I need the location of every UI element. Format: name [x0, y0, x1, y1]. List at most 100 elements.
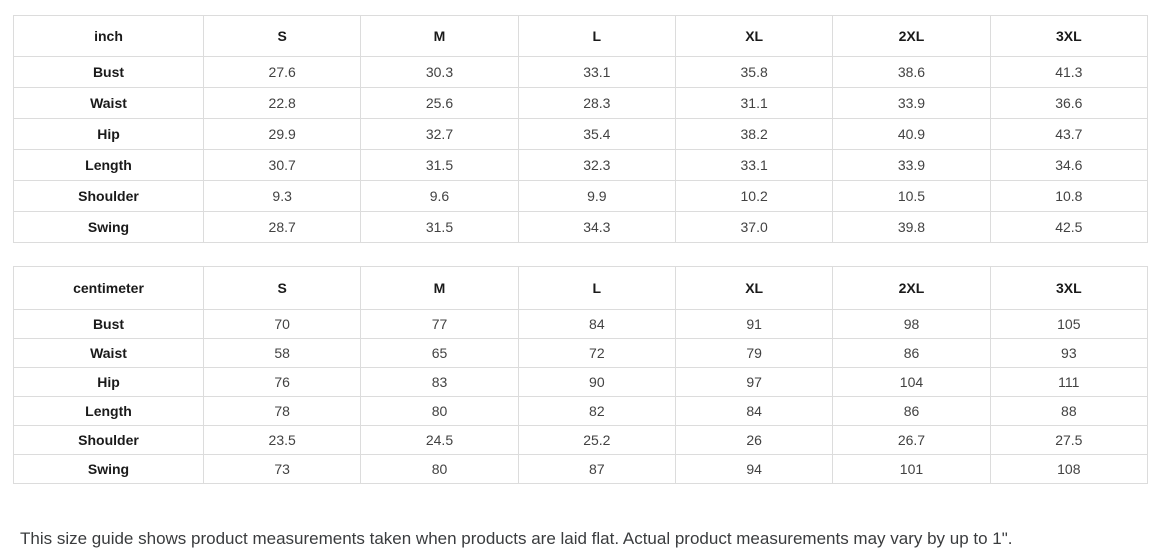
- measurement-label: Length: [13, 149, 204, 181]
- measurement-value: 34.6: [989, 149, 1149, 181]
- measurement-value: 33.1: [517, 56, 676, 88]
- size-header-cell: S: [202, 15, 362, 57]
- measurement-row: Bust 70 77 84 91 98 105: [13, 309, 1149, 339]
- measurement-value: 80: [360, 454, 519, 484]
- size-header-cell: 2XL: [832, 266, 991, 310]
- measurement-label: Swing: [13, 211, 204, 243]
- measurement-label: Bust: [13, 56, 204, 88]
- measurement-value: 34.3: [517, 211, 676, 243]
- measurement-value: 27.6: [202, 56, 362, 88]
- measurement-value: 28.7: [202, 211, 362, 243]
- measurement-value: 43.7: [989, 118, 1149, 150]
- measurement-row: Length 78 80 82 84 86 88: [13, 396, 1149, 426]
- measurement-value: 24.5: [360, 425, 519, 455]
- measurement-value: 111: [989, 367, 1149, 397]
- measurement-value: 70: [202, 309, 362, 339]
- measurement-value: 31.5: [360, 211, 519, 243]
- measurement-value: 86: [832, 396, 991, 426]
- unit-header-cell: inch: [13, 15, 204, 57]
- measurement-value: 31.1: [674, 87, 834, 119]
- measurement-value: 78: [202, 396, 362, 426]
- measurement-row: Shoulder 23.5 24.5 25.2 26 26.7 27.5: [13, 425, 1149, 455]
- measurement-value: 91: [674, 309, 834, 339]
- measurement-value: 22.8: [202, 87, 362, 119]
- measurement-value: 10.8: [989, 180, 1149, 212]
- measurement-row: Hip 29.9 32.7 35.4 38.2 40.9 43.7: [13, 118, 1149, 150]
- measurement-value: 33.9: [832, 87, 991, 119]
- measurement-value: 9.9: [517, 180, 676, 212]
- size-header-cell: 2XL: [832, 15, 991, 57]
- measurement-value: 84: [674, 396, 834, 426]
- measurement-label: Waist: [13, 87, 204, 119]
- measurement-value: 32.3: [517, 149, 676, 181]
- measurement-row: Bust 27.6 30.3 33.1 35.8 38.6 41.3: [13, 56, 1149, 88]
- measurement-value: 35.8: [674, 56, 834, 88]
- measurement-label: Length: [13, 396, 204, 426]
- measurement-label: Shoulder: [13, 425, 204, 455]
- measurement-value: 25.2: [517, 425, 676, 455]
- size-header-cell: S: [202, 266, 362, 310]
- measurement-value: 72: [517, 338, 676, 368]
- measurement-value: 38.6: [832, 56, 991, 88]
- measurement-row: Length 30.7 31.5 32.3 33.1 33.9 34.6: [13, 149, 1149, 181]
- size-header-cell: M: [360, 15, 519, 57]
- measurement-value: 33.1: [674, 149, 834, 181]
- measurement-row: Waist 58 65 72 79 86 93: [13, 338, 1149, 368]
- size-header-cell: L: [517, 266, 676, 310]
- measurement-row: Shoulder 9.3 9.6 9.9 10.2 10.5 10.8: [13, 180, 1149, 212]
- size-header-cell: L: [517, 15, 676, 57]
- measurement-value: 80: [360, 396, 519, 426]
- measurement-value: 36.6: [989, 87, 1149, 119]
- size-header-cell: XL: [674, 266, 834, 310]
- measurement-row: Waist 22.8 25.6 28.3 31.1 33.9 36.6: [13, 87, 1149, 119]
- size-header-cell: XL: [674, 15, 834, 57]
- measurement-value: 77: [360, 309, 519, 339]
- measurement-value: 29.9: [202, 118, 362, 150]
- measurement-value: 42.5: [989, 211, 1149, 243]
- measurement-value: 86: [832, 338, 991, 368]
- measurement-value: 25.6: [360, 87, 519, 119]
- measurement-value: 35.4: [517, 118, 676, 150]
- unit-header-cell: centimeter: [13, 266, 204, 310]
- measurement-label: Swing: [13, 454, 204, 484]
- measurement-value: 28.3: [517, 87, 676, 119]
- measurement-value: 94: [674, 454, 834, 484]
- measurement-value: 30.7: [202, 149, 362, 181]
- measurement-value: 23.5: [202, 425, 362, 455]
- measurement-row: Swing 28.7 31.5 34.3 37.0 39.8 42.5: [13, 211, 1149, 243]
- measurement-value: 76: [202, 367, 362, 397]
- measurement-value: 38.2: [674, 118, 834, 150]
- measurement-value: 32.7: [360, 118, 519, 150]
- measurement-value: 105: [989, 309, 1149, 339]
- measurement-value: 10.2: [674, 180, 834, 212]
- measurement-value: 108: [989, 454, 1149, 484]
- measurement-value: 87: [517, 454, 676, 484]
- measurement-value: 65: [360, 338, 519, 368]
- measurement-value: 26: [674, 425, 834, 455]
- measurement-value: 73: [202, 454, 362, 484]
- measurement-value: 31.5: [360, 149, 519, 181]
- measurement-value: 39.8: [832, 211, 991, 243]
- measurement-value: 98: [832, 309, 991, 339]
- measurement-value: 101: [832, 454, 991, 484]
- measurement-value: 79: [674, 338, 834, 368]
- measurement-value: 26.7: [832, 425, 991, 455]
- size-header-cell: 3XL: [989, 266, 1149, 310]
- measurement-label: Bust: [13, 309, 204, 339]
- size-table-centimeter: centimeter S M L XL 2XL 3XL Bust 70 77 84 91 98 105 Wa…: [13, 266, 1149, 484]
- measurement-value: 40.9: [832, 118, 991, 150]
- measurement-value: 83: [360, 367, 519, 397]
- measurement-value: 82: [517, 396, 676, 426]
- measurement-label: Shoulder: [13, 180, 204, 212]
- measurement-value: 9.3: [202, 180, 362, 212]
- measurement-value: 58: [202, 338, 362, 368]
- measurement-value: 9.6: [360, 180, 519, 212]
- measurement-value: 90: [517, 367, 676, 397]
- measurement-value: 41.3: [989, 56, 1149, 88]
- measurement-value: 93: [989, 338, 1149, 368]
- size-table-inch: inch S M L XL 2XL 3XL Bust 27.6 30.3 33.1 35.8 38.6 4…: [13, 15, 1149, 243]
- size-header-cell: M: [360, 266, 519, 310]
- measurement-value: 97: [674, 367, 834, 397]
- measurement-value: 33.9: [832, 149, 991, 181]
